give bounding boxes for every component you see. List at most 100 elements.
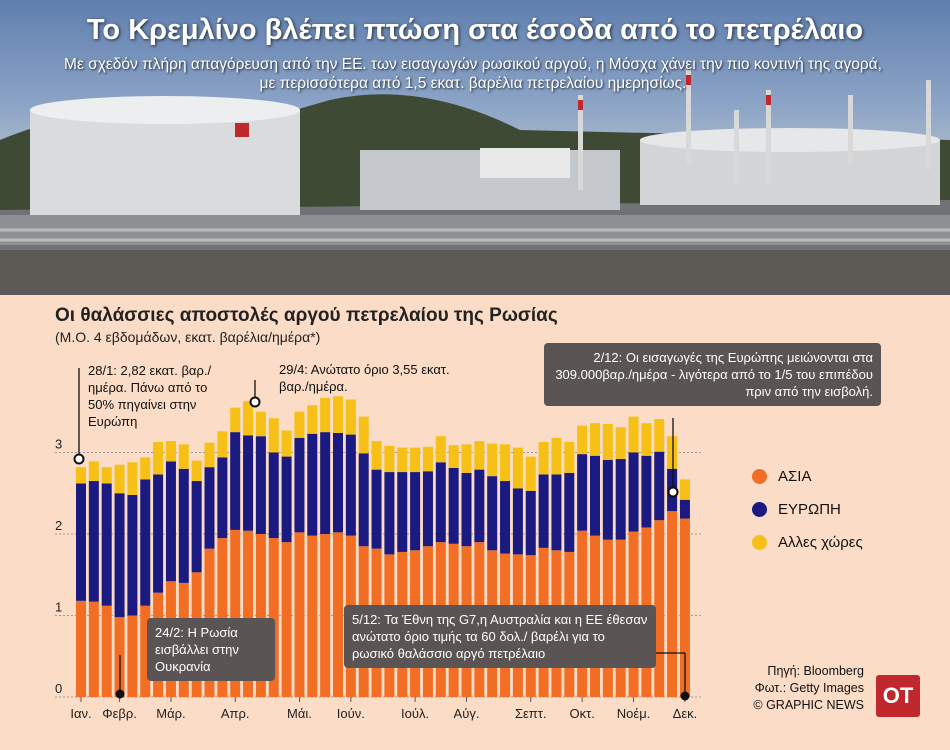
oil-refinery-photo (0, 70, 950, 295)
bar-other (333, 396, 343, 433)
bar-europe (474, 469, 485, 543)
bar-asia (654, 520, 665, 697)
legend-label-europe: ΕΥΡΩΠΗ (778, 500, 841, 518)
bar-other (590, 423, 600, 456)
bar-asia (101, 605, 112, 697)
bar-europe (525, 490, 536, 556)
bar-other (679, 479, 690, 500)
y-tick-label: 0 (55, 681, 62, 696)
bar-asia (667, 511, 678, 697)
bar-other (76, 467, 86, 484)
page-subtitle: Με σχεδόν πλήρη απαγόρευση από την ΕΕ. τ… (64, 56, 882, 92)
bar-europe (422, 471, 433, 547)
bar-europe (127, 494, 138, 616)
bar-other (88, 461, 99, 482)
bar-other (551, 437, 562, 475)
bar-europe (140, 479, 151, 606)
bar-europe (512, 488, 523, 555)
bar-asia (320, 534, 331, 697)
x-tick-label: Νοέμ. (617, 706, 651, 721)
bar-europe (435, 462, 446, 543)
bar-europe (345, 434, 356, 536)
bar-europe (101, 483, 112, 606)
bar-europe (88, 481, 99, 602)
bar-europe (281, 456, 292, 543)
bar-other (204, 442, 215, 468)
bar-europe (487, 476, 498, 551)
bar-asia (76, 600, 86, 697)
hero-photo: Το Κρεμλίνο βλέπει πτώση στα έσοδα από τ… (0, 0, 950, 295)
bar-other (345, 399, 356, 435)
annotation-dec2: 2/12: Οι εισαγωγές της Ευρώπης μειώνοντα… (544, 343, 881, 406)
bar-other (153, 441, 164, 475)
y-tick-label: 3 (55, 437, 62, 452)
bar-europe (165, 461, 176, 582)
x-tick-label: Ιούν. (337, 706, 365, 721)
bar-europe (294, 437, 305, 533)
bar-other (114, 464, 125, 494)
legend-label-other: Αλλες χώρες (778, 533, 863, 551)
dec2-marker (667, 486, 679, 498)
bar-europe (679, 499, 690, 519)
jan28-marker (73, 453, 85, 465)
chart-subtitle: (Μ.Ο. 4 εβδομάδων, εκατ. βαρέλια/ημέρα*) (55, 329, 321, 345)
bar-asia (268, 538, 279, 697)
annotation-dec5: 5/12: Τα Έθνη της G7,η Αυστραλία και η Ε… (344, 605, 656, 668)
bar-europe (243, 435, 254, 531)
bar-other (371, 441, 382, 470)
bar-europe (615, 459, 626, 540)
bar-other (410, 447, 421, 473)
legend-item-other: Αλλες χώρες (752, 532, 863, 552)
x-tick-label: Οκτ. (569, 706, 594, 721)
bar-europe (307, 433, 318, 536)
bar-other (101, 467, 112, 484)
bar-europe (500, 481, 511, 554)
apr29-marker (249, 396, 261, 408)
bar-other (307, 405, 318, 434)
bar-europe (255, 436, 266, 534)
bar-other (461, 444, 472, 473)
bar-europe (551, 474, 562, 551)
bar-other (512, 447, 523, 489)
bar-other (448, 445, 459, 468)
bar-asia (307, 535, 318, 697)
bar-other (384, 445, 395, 473)
bar-asia (230, 529, 241, 697)
bar-other (500, 444, 511, 482)
bar-asia (88, 601, 99, 697)
bar-europe (320, 432, 331, 534)
bar-europe (333, 432, 343, 533)
bar-other (628, 416, 639, 453)
bar-europe (371, 469, 382, 549)
bar-europe (204, 467, 215, 549)
bar-other (230, 407, 241, 433)
bar-other (422, 446, 433, 472)
bar-other (654, 419, 665, 452)
bar-other (397, 447, 408, 473)
chart-title: Οι θαλάσσιες αποστολές αργού πετρελαίου … (55, 305, 558, 326)
bar-asia (140, 605, 151, 697)
annotation-jan28: 28/1: 2,82 εκατ. βαρ./ημέρα. Πάνω από το… (88, 363, 212, 429)
photo-credit-line: Φωτ.: Getty Images (754, 681, 864, 695)
bar-other (281, 430, 292, 457)
x-tick-label: Σεπτ. (515, 706, 547, 721)
bar-europe (191, 481, 202, 573)
bar-other (615, 427, 626, 460)
bar-other (641, 423, 652, 456)
x-tick-label: Δεκ. (673, 706, 698, 721)
source-credits: Πηγή: Bloomberg Φωτ.: Getty Images © GRA… (753, 663, 864, 714)
bar-asia (294, 532, 305, 697)
x-tick-label: Μάι. (287, 706, 312, 721)
bar-other (474, 441, 485, 470)
bar-europe (397, 472, 408, 552)
bar-other (564, 441, 575, 473)
y-tick-label: 2 (55, 518, 62, 533)
x-tick-label: Αύγ. (454, 706, 480, 721)
bar-europe (76, 483, 86, 601)
bar-europe (577, 454, 588, 531)
bar-europe (358, 453, 369, 547)
bar-europe (654, 451, 665, 521)
bar-europe (641, 455, 652, 528)
bar-other (538, 441, 549, 475)
bar-europe (384, 472, 395, 555)
